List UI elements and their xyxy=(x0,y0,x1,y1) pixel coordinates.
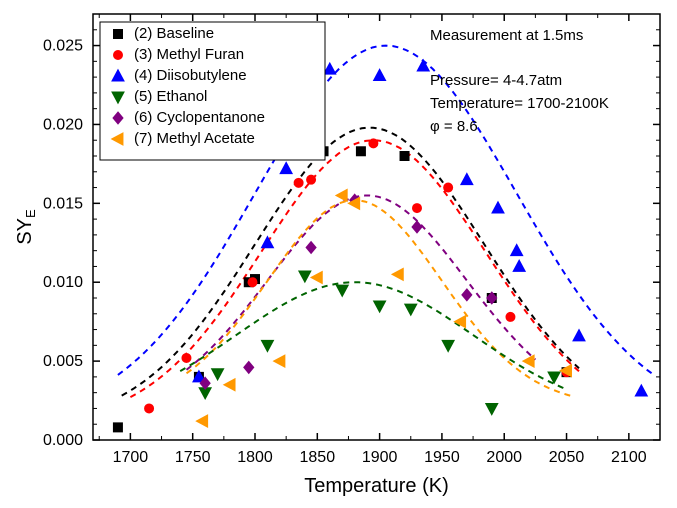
x-tick-label: 1700 xyxy=(113,449,149,466)
legend-label-methylfuran: (3) Methyl Furan xyxy=(134,46,244,63)
point-methylacetate xyxy=(392,268,403,280)
point-methylfuran xyxy=(307,175,316,184)
point-methylacetate xyxy=(311,271,322,283)
x-tick-label: 2050 xyxy=(549,449,585,466)
x-tick-label: 1850 xyxy=(300,449,336,466)
y-axis-label: SYE xyxy=(14,209,38,245)
point-methylfuran xyxy=(182,353,191,362)
annotation-3: φ = 8.6 xyxy=(430,118,478,135)
point-ethanol xyxy=(336,285,348,296)
x-axis-label: Temperature (K) xyxy=(304,475,449,497)
point-diisobutylene xyxy=(635,385,647,396)
legend-marker-baseline xyxy=(114,30,123,39)
y-tick-label: 0.010 xyxy=(43,274,83,291)
point-diisobutylene xyxy=(492,202,504,213)
annotation-2: Temperature= 1700-2100K xyxy=(430,95,609,112)
legend-label-baseline: (2) Baseline xyxy=(134,25,214,42)
y-tick-label: 0.000 xyxy=(43,432,83,449)
sy-chart: 1700 1750 1800 1850 1900 1950 2000 2050 2100 0.00… xyxy=(0,0,677,508)
point-methylfuran xyxy=(506,312,515,321)
legend-marker-methylfuran xyxy=(114,51,123,60)
point-ethanol xyxy=(405,304,417,315)
legend-label-diisobutylene: (4) Diisobutylene xyxy=(134,67,247,84)
legend-label-methylacetate: (7) Methyl Acetate xyxy=(134,130,255,147)
point-diisobutylene xyxy=(573,330,585,341)
fit-ethanol xyxy=(180,282,566,389)
point-ethanol xyxy=(486,403,498,414)
x-tick-label: 1800 xyxy=(237,449,273,466)
x-tick-label: 1750 xyxy=(175,449,211,466)
x-tick-label: 2000 xyxy=(486,449,522,466)
point-diisobutylene xyxy=(324,63,336,74)
point-ethanol xyxy=(299,271,311,282)
point-methylacetate xyxy=(224,379,235,391)
point-methylacetate xyxy=(523,355,534,367)
y-tick-label: 0.020 xyxy=(43,116,83,133)
annotation-1: Pressure= 4-4.7atm xyxy=(430,72,562,89)
point-ethanol xyxy=(442,340,454,351)
point-methylacetate xyxy=(196,415,207,427)
point-methylacetate xyxy=(336,189,347,201)
point-diisobutylene xyxy=(261,236,273,247)
point-methylacetate xyxy=(454,316,465,328)
point-ethanol xyxy=(261,340,273,351)
point-diisobutylene xyxy=(417,60,429,71)
point-methylfuran xyxy=(145,404,154,413)
legend-label-ethanol: (5) Ethanol xyxy=(134,88,207,105)
point-baseline xyxy=(113,423,122,432)
y-tick-label: 0.005 xyxy=(43,353,83,370)
point-cyclopentanone xyxy=(306,242,316,254)
point-baseline xyxy=(356,147,365,156)
point-methylacetate xyxy=(274,355,285,367)
y-tick-label: 0.015 xyxy=(43,195,83,212)
x-tick-label: 1900 xyxy=(362,449,398,466)
y-tick-label: 0.025 xyxy=(43,38,83,55)
fit-methylfuran xyxy=(130,140,579,397)
point-methylfuran xyxy=(369,139,378,148)
x-tick-label: 2100 xyxy=(611,449,647,466)
point-cyclopentanone xyxy=(462,289,472,301)
point-baseline xyxy=(400,152,409,161)
point-cyclopentanone xyxy=(412,221,422,233)
point-diisobutylene xyxy=(511,244,523,255)
fit-cyclopentanone xyxy=(187,196,536,370)
point-diisobutylene xyxy=(374,69,386,80)
point-methylfuran xyxy=(294,178,303,187)
point-ethanol xyxy=(212,369,224,380)
point-ethanol xyxy=(374,301,386,312)
point-diisobutylene xyxy=(280,162,292,173)
annotation-0: Measurement at 1.5ms xyxy=(430,27,583,44)
point-diisobutylene xyxy=(461,173,473,184)
point-methylfuran xyxy=(413,204,422,213)
point-methylfuran xyxy=(248,278,257,287)
point-diisobutylene xyxy=(513,260,525,271)
point-cyclopentanone xyxy=(244,361,254,373)
point-methylfuran xyxy=(444,183,453,192)
x-tick-label: 1950 xyxy=(424,449,460,466)
legend-label-cyclopentanone: (6) Cyclopentanone xyxy=(134,109,265,126)
